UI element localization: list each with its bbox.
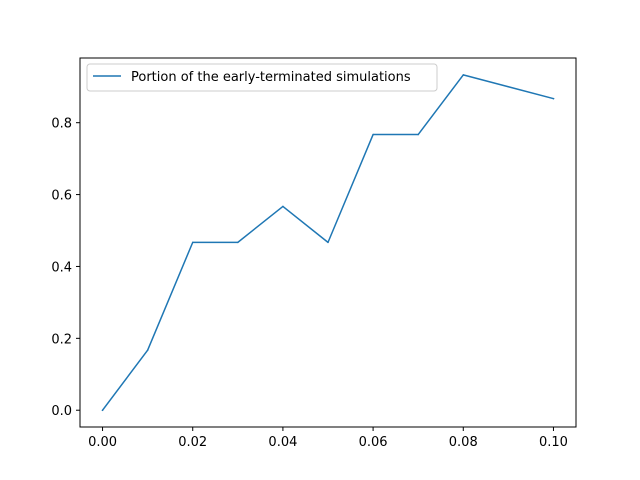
y-tick-label: 0.6 [51, 189, 72, 204]
legend-box [86, 63, 438, 92]
x-tick-label: 0.02 [178, 435, 207, 450]
legend: Portion of the early-terminated simulati… [86, 63, 438, 92]
y-tick-label: 0.2 [51, 332, 72, 347]
x-tick-label: 0.04 [268, 435, 297, 450]
x-tick-label: 0.06 [359, 435, 388, 450]
y-tick-label: 0.8 [51, 117, 72, 132]
data-point [507, 86, 510, 88]
data-point [417, 133, 419, 136]
axes-frame [79, 57, 577, 428]
data-point [101, 409, 104, 411]
y-tick-label: 0.4 [51, 260, 72, 275]
x-tick-label: 0.10 [539, 435, 568, 450]
data-point [327, 241, 329, 244]
data-point [282, 205, 284, 208]
ticks-layer: 0.00 0.02 0.04 0.06 0.08 0.10 0.0 0.2 0.4 0.6 0.8 [51, 117, 568, 450]
data-point [372, 133, 374, 136]
data-point [237, 241, 239, 244]
series-layer [101, 74, 555, 412]
y-tick-label: 0.0 [51, 404, 72, 419]
x-tick-label: 0.00 [88, 435, 117, 450]
data-point [552, 97, 555, 100]
data-point [191, 241, 194, 244]
legend-label: Portion of the early-terminated simulati… [131, 70, 411, 85]
x-tick-label: 0.08 [449, 435, 478, 450]
data-point [146, 349, 149, 351]
data-point [462, 74, 465, 76]
